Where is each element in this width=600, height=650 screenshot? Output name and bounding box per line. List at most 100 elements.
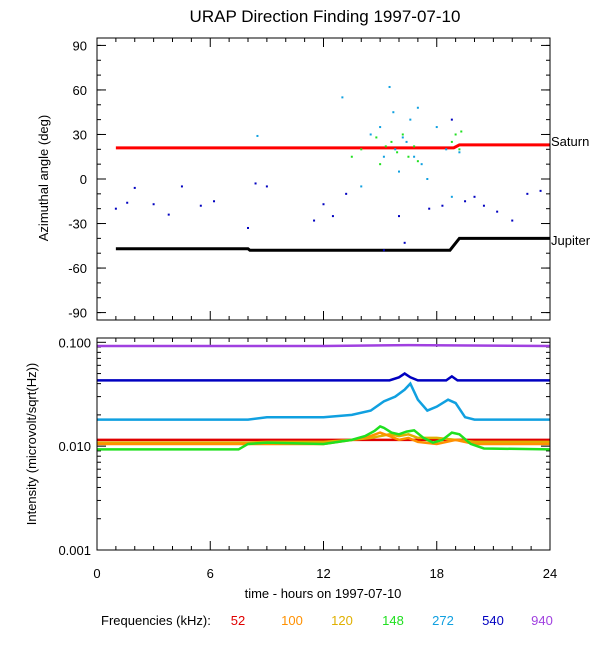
direction-point xyxy=(539,189,542,192)
direction-point xyxy=(445,148,448,151)
x-axis-tick-labels: 0 6 12 18 24 xyxy=(93,566,557,581)
y-tick-label: 0.001 xyxy=(58,543,91,558)
intensity-series-940 xyxy=(97,343,551,348)
direction-point xyxy=(458,151,461,154)
x-tick-label: 24 xyxy=(543,566,557,581)
x-tick-label: 0 xyxy=(93,566,100,581)
direction-point xyxy=(458,148,461,151)
frequency-legend-item: 52 xyxy=(231,613,245,628)
direction-point xyxy=(394,148,397,151)
direction-point xyxy=(167,213,170,216)
y-tick-label: 0.010 xyxy=(58,439,91,454)
x-tick-label: 6 xyxy=(207,566,214,581)
direction-point xyxy=(384,145,387,148)
direction-point xyxy=(435,126,438,129)
intensity-series-540 xyxy=(97,372,550,382)
direction-point xyxy=(322,203,325,206)
direction-point xyxy=(526,192,529,195)
direction-point xyxy=(441,204,444,207)
intensity-series xyxy=(97,343,551,451)
y-tick-label: -90 xyxy=(68,306,87,321)
frequency-legend-item: 272 xyxy=(432,613,454,628)
direction-point xyxy=(247,226,249,229)
jupiter-label: Jupiter xyxy=(551,233,591,248)
y-tick-label: 30 xyxy=(73,127,87,142)
frequency-legend-item: 148 xyxy=(382,613,404,628)
direction-point xyxy=(350,155,353,158)
direction-point xyxy=(213,200,216,203)
y-tick-label: 90 xyxy=(73,38,87,53)
intensity-plot-frame xyxy=(96,337,551,551)
direction-point xyxy=(360,185,363,188)
direction-point xyxy=(388,85,391,88)
x-tick-label: 18 xyxy=(430,566,444,581)
direction-point xyxy=(360,148,363,151)
direction-point xyxy=(428,207,431,210)
direction-point xyxy=(496,210,499,213)
direction-point xyxy=(426,178,429,180)
direction-point xyxy=(413,145,416,148)
direction-point xyxy=(265,185,268,188)
direction-point xyxy=(114,207,117,210)
frequency-legend-item: 120 xyxy=(331,613,353,628)
direction-point xyxy=(416,106,419,109)
direction-point xyxy=(450,140,453,143)
intensity-y-label: Intensity (microvolt/sqrt(Hz)) xyxy=(24,363,39,526)
y-tick-label: 0 xyxy=(80,172,87,187)
direction-point xyxy=(401,136,404,139)
intensity-series-120 xyxy=(97,433,550,444)
planet-lines xyxy=(115,143,550,252)
direction-point xyxy=(345,192,348,195)
direction-point xyxy=(133,186,136,189)
direction-point xyxy=(398,170,400,173)
saturn-label: Saturn xyxy=(551,134,589,149)
direction-point xyxy=(382,249,385,252)
azimuth-y-label: Azimuthal angle (deg) xyxy=(36,115,51,241)
direction-point xyxy=(511,219,514,222)
direction-point xyxy=(396,151,399,154)
direction-point xyxy=(473,195,476,198)
intensity-series-272 xyxy=(97,381,550,421)
direction-point xyxy=(454,133,457,136)
direction-point xyxy=(464,200,467,203)
direction-point xyxy=(398,215,400,218)
direction-point xyxy=(482,204,485,207)
frequency-legend: Frequencies (kHz): 52 100 120 148 272 540 940 xyxy=(101,613,553,628)
direction-point xyxy=(450,195,453,198)
direction-point xyxy=(180,185,183,188)
direction-point xyxy=(460,130,463,133)
direction-point xyxy=(126,201,129,204)
direction-point xyxy=(254,182,257,185)
frequency-legend-item: 940 xyxy=(531,613,553,628)
azimuth-plot-frame xyxy=(96,37,551,321)
planet-line-jupiter xyxy=(115,236,550,252)
azimuth-points xyxy=(114,85,542,252)
frequency-legend-item: 540 xyxy=(482,613,504,628)
frequency-legend-item: 100 xyxy=(281,613,303,628)
direction-point xyxy=(409,118,412,121)
y-tick-label: 60 xyxy=(73,83,87,98)
direction-point xyxy=(413,155,416,158)
azimuth-panel: 90 60 30 0 -30 -60 -90 Azimuthal angle (deg) S… xyxy=(36,37,591,321)
direction-point xyxy=(199,204,202,207)
direction-point xyxy=(379,163,382,166)
direction-point xyxy=(403,241,406,244)
direction-point xyxy=(341,96,344,99)
direction-point xyxy=(416,160,419,163)
direction-point xyxy=(405,140,408,143)
direction-point xyxy=(382,155,385,158)
y-tick-label: -30 xyxy=(68,217,87,232)
intensity-panel: 0.100 0.010 0.001 Intensity (microvolt/sqr… xyxy=(24,335,551,558)
direction-point xyxy=(256,134,259,137)
y-tick-label: -60 xyxy=(68,261,87,276)
chart-title: URAP Direction Finding 1997-07-10 xyxy=(190,7,461,26)
direction-point xyxy=(331,215,334,218)
direction-point xyxy=(407,155,410,158)
y-tick-label: 0.100 xyxy=(58,335,91,350)
direction-point xyxy=(375,136,378,139)
frequency-legend-label: Frequencies (kHz): xyxy=(101,613,211,628)
direction-point xyxy=(379,126,382,129)
direction-point xyxy=(450,118,453,121)
direction-point xyxy=(152,203,155,206)
